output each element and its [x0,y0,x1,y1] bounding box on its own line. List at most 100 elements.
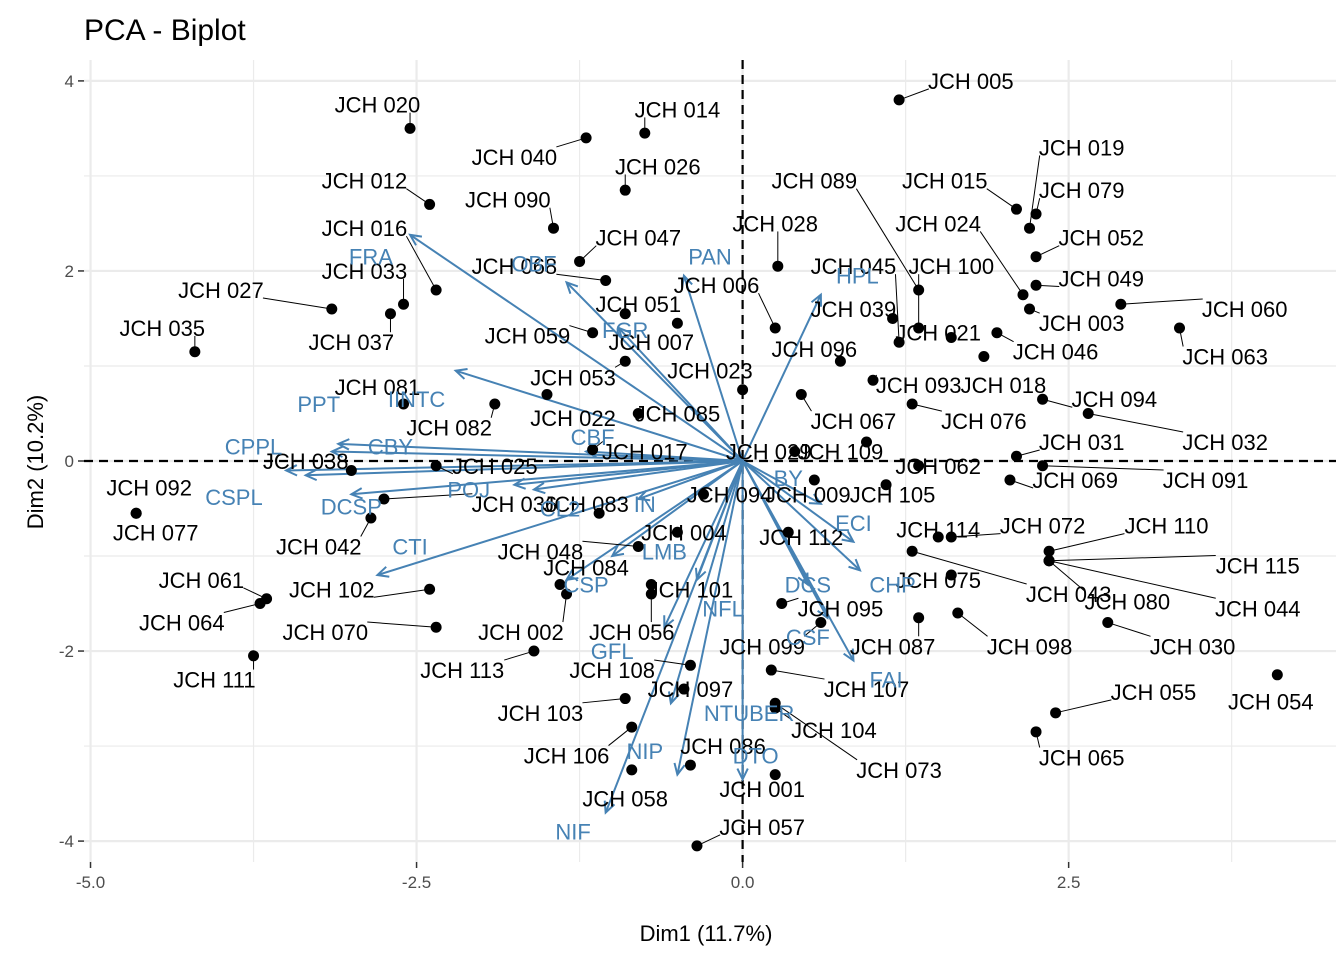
label-jch-103: JCH 103 [498,701,584,726]
point-jch-018 [978,350,990,362]
label-jch-107: JCH 107 [824,677,910,702]
label-jch-038: JCH 038 [263,449,349,474]
label-jch-090: JCH 090 [465,188,551,213]
point-jch-023 [737,384,749,396]
label-jch-075: JCH 075 [895,568,981,593]
label-jch-069: JCH 069 [1032,468,1118,493]
leader-jch-045 [894,274,900,343]
arrowhead-csp [564,568,579,582]
point-jch-096 [834,355,846,367]
point-jch-075 [945,569,957,581]
point-jch-007 [671,317,683,329]
leader-jch-057 [696,834,721,847]
leader-jch-103 [582,698,626,704]
arrow-dcsp [351,460,743,496]
arrowhead-cti [375,566,390,578]
leader-jch-005 [898,88,930,101]
axes: -5.0 -2.5 0.0 2.5 -4 -2 0 2 4 [59,72,1081,892]
label-jch-029: JCH 029 [726,439,812,464]
arrowhead-fra [408,233,423,246]
variable-label-poj: POJ [447,478,490,503]
point-jch-114 [932,531,944,543]
arrowhead-gfl [663,615,675,630]
leader-jch-024 [979,231,1024,295]
label-jch-079: JCH 079 [1039,178,1125,203]
point-jch-029 [789,445,801,457]
label-jch-060: JCH 060 [1202,297,1288,322]
label-jch-108: JCH 108 [569,658,655,683]
label-jch-023: JCH 023 [667,359,753,384]
label-jch-097: JCH 097 [648,677,734,702]
arrowhead-dto [736,768,749,782]
arrow-ntuber [669,460,744,704]
label-jch-040: JCH 040 [472,145,558,170]
arrowhead-cppl [283,464,298,477]
arrowhead-nip [673,762,686,777]
variable-label-eci: ECI [835,511,872,536]
label-jch-058: JCH 058 [582,786,668,811]
variable-label-iintc: IINTC [388,387,446,412]
variable-label-ppt: PPT [297,392,340,417]
label-jch-005: JCH 005 [928,69,1014,94]
arrow-fgr [617,327,744,462]
variable-label-ntuber: NTUBER [704,701,794,726]
arrowhead-poj [512,477,527,490]
variable-label-fai: FAI [870,668,903,693]
variable-label-chp: CHP [869,573,915,598]
leader-jch-070 [367,621,437,628]
leader-jch-012 [406,188,430,205]
label-jch-022: JCH 022 [530,406,616,431]
label-jch-064: JCH 064 [139,611,225,636]
label-jch-109: JCH 109 [798,439,884,464]
point-jch-022 [541,388,553,400]
label-jch-054: JCH 054 [1228,689,1314,714]
label-jch-044: JCH 044 [1215,596,1301,621]
label-jch-037: JCH 037 [309,330,395,355]
label-jch-062: JCH 062 [895,454,981,479]
label-jch-046: JCH 046 [1013,340,1099,365]
label-jch-004: JCH 004 [641,520,727,545]
label-jch-059: JCH 059 [485,324,571,349]
label-jch-056: JCH 056 [589,620,675,645]
arrowhead-lmb [610,544,625,558]
label-jch-085: JCH 085 [635,401,721,426]
leader-jch-002 [562,593,568,623]
label-jch-080: JCH 080 [1085,590,1171,615]
label-jch-014: JCH 014 [635,97,721,122]
arrow-fai [741,460,855,662]
leader-jch-038 [347,468,352,471]
leader-jch-052 [1035,245,1060,258]
leader-jch-027 [262,297,332,310]
leader-jch-108 [654,659,691,666]
leader-jch-106 [608,726,633,746]
point-jch-004 [671,526,683,538]
variable-labels: FRA OBF PAN HPL FGR IINTC PPT CBY CPPL CBF CSPL DCS… [205,245,916,845]
leader-jch-048 [582,540,639,548]
leader-jch-110 [1048,533,1125,552]
variable-label-lmb: LMB [642,539,687,564]
variable-label-dcs: DCS [785,573,831,598]
arrowhead-csf [817,605,829,620]
arrowhead-iintc [453,368,468,380]
variable-label-gfl: GFL [591,639,634,664]
grid-minor [84,60,1336,862]
label-jch-007: JCH 007 [609,330,695,355]
variable-label-cti: CTI [392,535,427,560]
label-jch-009: JCH 009 [765,482,851,507]
leader-jch-093 [872,374,878,381]
label-jch-114: JCH 114 [896,517,980,542]
leader-jch-065 [1035,731,1041,748]
individual-labels: JCH 005 JCH 020 JCH 014 JCH 040 JCH 026 JCH 0… [106,69,1313,840]
label-jch-049: JCH 049 [1058,267,1144,292]
point-jch-105 [880,479,892,491]
point-jch-083 [593,507,605,519]
variable-label-hpl: HPL [836,264,879,289]
arrowhead-in [636,489,651,502]
leader-jch-053 [614,360,626,368]
label-jch-073: JCH 073 [856,758,942,783]
label-jch-057: JCH 057 [719,815,805,840]
variable-label-in: IN [634,492,656,517]
variable-label-fra: FRA [349,245,393,270]
arrow-cby [331,450,743,462]
